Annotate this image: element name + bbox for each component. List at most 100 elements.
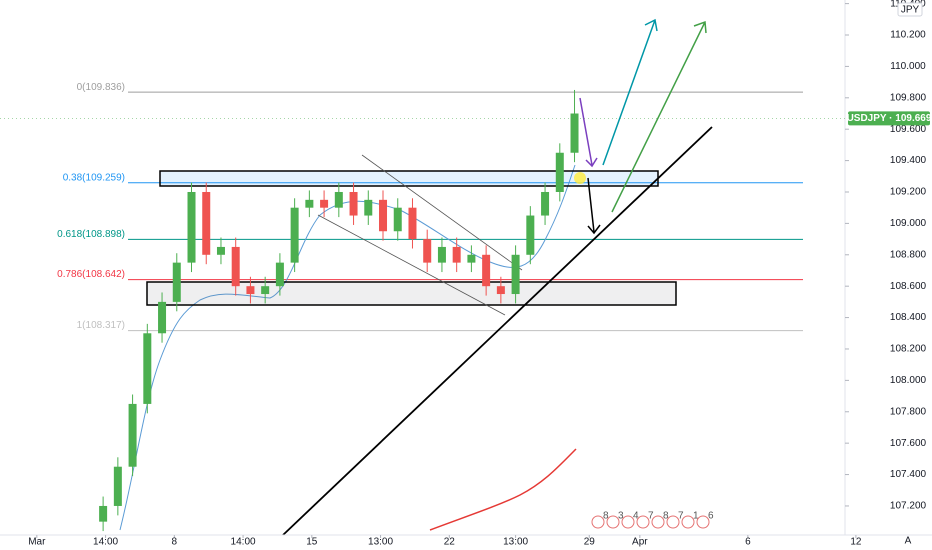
y-tick-label: 109.800 [890, 92, 927, 103]
scale-mode[interactable]: A [905, 536, 912, 547]
x-tick-label: 13:00 [503, 537, 528, 548]
y-tick-label: 109.400 [890, 155, 927, 166]
event-icon [696, 515, 710, 529]
candle-body [172, 262, 181, 302]
candle-body [364, 199, 373, 216]
event-icon [636, 515, 650, 529]
candle-body [231, 246, 240, 287]
event-label: 7 [678, 511, 684, 522]
moving-average [119, 164, 576, 531]
event-icon [591, 515, 605, 529]
candle-body [202, 191, 211, 255]
y-tick-label: 107.400 [890, 469, 927, 480]
x-tick-label: 6 [745, 537, 751, 548]
channel-line [361, 154, 523, 271]
candle-body [570, 113, 579, 153]
y-tick-label: 110.000 [890, 61, 926, 72]
candle-body [482, 254, 491, 287]
candle-body [320, 199, 329, 208]
event-icon [621, 515, 635, 529]
event-label: 8 [663, 511, 669, 522]
x-tick-label: 14:00 [231, 537, 256, 548]
candle-body [246, 286, 255, 295]
fib-label: 0.618(108.898) [57, 229, 125, 240]
candle-body [99, 505, 108, 522]
fib-levels: 0(109.836) 0.38(109.259) 0.618(108.898) 0.7… [57, 82, 803, 331]
arrow [611, 20, 707, 213]
y-tick-label: 107.200 [890, 501, 927, 512]
candle-body [187, 191, 196, 263]
candle-body [452, 246, 461, 263]
candle-body [290, 207, 299, 263]
candle-body [437, 246, 446, 263]
y-tick-label: 108.400 [890, 312, 927, 323]
candle-body [113, 466, 122, 506]
x-tick-label: 12 [850, 537, 862, 548]
moving-average [429, 448, 577, 531]
fib-label: 0(109.836) [77, 82, 125, 93]
candle-body [158, 301, 167, 334]
fib-label: 1(108.317) [77, 320, 125, 331]
candle-body [555, 152, 564, 192]
candle-body [143, 333, 152, 404]
y-tick-label: 108.200 [890, 344, 927, 355]
candle-body [541, 191, 550, 216]
candle-body [526, 215, 535, 255]
x-tick-label: 22 [444, 537, 456, 548]
currency-label: JPY [901, 5, 920, 16]
candle-body [349, 191, 358, 216]
event-label: 6 [708, 511, 714, 522]
candle-body [393, 207, 402, 232]
event-label: 8 [603, 511, 609, 522]
x-tick-label: 13:00 [368, 537, 393, 548]
event-icon [681, 515, 695, 529]
x-tick-label: Apr [632, 537, 648, 548]
y-tick-label: 108.600 [890, 281, 927, 292]
y-tick-label: 109.200 [890, 187, 927, 198]
arrow [579, 97, 598, 168]
candle-body [379, 199, 388, 232]
currency-box [897, 2, 923, 17]
event-label: 7 [648, 511, 654, 522]
candle-body [408, 207, 417, 240]
event-icon [606, 515, 620, 529]
trend-line [282, 126, 713, 536]
x-tick-label: 15 [306, 537, 318, 548]
event-label: 3 [618, 511, 624, 522]
price-tag: USDJPY · 109.669 [0, 111, 932, 126]
y-tick-label: 108.000 [890, 375, 927, 386]
event-icon [651, 515, 665, 529]
x-tick-label: Mar [28, 537, 46, 548]
candles [99, 89, 579, 532]
y-axis: 107.200 107.400 107.600 107.800 108.000 108.2… [845, 0, 927, 512]
x-axis: Mar 14:00 8 14:00 15 13:00 22 13:00 29 Apr 6 12 [28, 535, 862, 548]
event-label: 1 [693, 511, 699, 522]
candle-body [261, 286, 270, 295]
candle-body [423, 239, 432, 263]
y-tick-label: 107.800 [890, 406, 927, 417]
candle-body [128, 403, 137, 467]
candle-body [496, 286, 505, 295]
channel-line [317, 214, 506, 316]
y-tick-label: 109.600 [890, 124, 927, 135]
candle-body [216, 246, 225, 255]
fib-label: 0.38(109.259) [63, 172, 125, 183]
candle-body [305, 199, 314, 208]
y-tick-label: 110.200 [890, 30, 926, 41]
arrow [602, 18, 658, 166]
x-tick-label: 29 [584, 537, 596, 548]
zone-box [146, 281, 677, 306]
candle-body [467, 254, 476, 263]
candle-body [511, 254, 520, 295]
price-tag-label: USDJPY · 109.669 [847, 113, 932, 124]
price-tag-box [848, 111, 930, 126]
candle-body [275, 262, 284, 287]
y-tick-label: 109.000 [890, 218, 927, 229]
x-tick-label: 14:00 [93, 537, 118, 548]
x-tick-label: 8 [172, 537, 178, 548]
candle-body [334, 191, 343, 208]
event-label: 4 [633, 511, 639, 522]
